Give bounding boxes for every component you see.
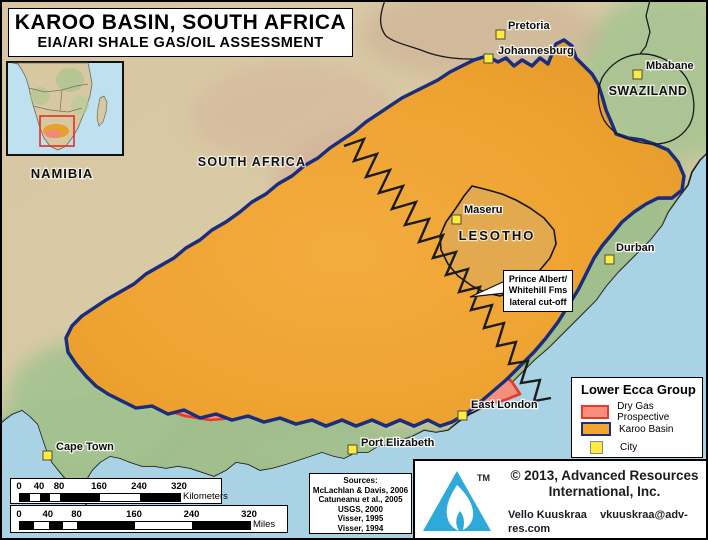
inset-borders [28, 83, 89, 113]
source-line: McLachlan & Davis, 2006 [312, 485, 409, 495]
city-label-durban: Durban [616, 242, 655, 254]
mile-tick: 80 [71, 509, 82, 520]
source-line: Catuneanu et al., 2005 [318, 495, 403, 505]
legend-title: Lower Ecca Group [581, 382, 696, 397]
swaziland-border [597, 53, 695, 145]
legend: Lower Ecca Group Dry Gas Prospective Kar… [571, 377, 703, 458]
title-box: KAROO BASIN, SOUTH AFRICA EIA/ARI SHALE … [8, 8, 353, 57]
sources-box: Sources: McLachlan & Davis, 2006 Catunea… [309, 473, 412, 534]
mile-tick: 240 [183, 509, 200, 520]
legend-item-city: City [581, 441, 637, 454]
inset-dry-gas [45, 130, 61, 138]
city-marker-maseru [451, 214, 462, 225]
attribution-box: TM © 2013, Advanced Resources Internatio… [413, 459, 708, 540]
city-label-mbabane: Mbabane [646, 60, 694, 72]
miles-unit-label: Miles [253, 519, 276, 530]
cities-layer: Pretoria Johannesburg Mbabane Maseru Dur… [42, 19, 695, 461]
label-lesotho: LESOTHO [459, 228, 536, 243]
km-tick: 80 [53, 481, 65, 492]
ari-logo: TM [423, 471, 491, 531]
callout-line3: lateral cut-off [509, 296, 567, 307]
mile-tick: 0 [16, 509, 22, 520]
km-tick: 0 [16, 481, 22, 492]
source-line: Visser, 1995 [337, 514, 384, 524]
contact-name: Keith Moodhe [508, 536, 597, 540]
logo-flame-icon [446, 485, 474, 531]
source-line: Visser, 1994 [337, 523, 384, 533]
mile-tick: 40 [42, 509, 54, 520]
km-bar [19, 493, 181, 502]
city-marker-pretoria [495, 29, 506, 40]
city-marker-johannesburg [483, 53, 494, 64]
city-marker-durban [604, 254, 615, 265]
city-swatch [590, 441, 603, 454]
mile-tick: 320 [241, 509, 257, 520]
city-label-maseru: Maseru [464, 204, 503, 216]
inset-highlight-rect [39, 115, 75, 147]
contact-name: Vello Kuuskraa [508, 509, 587, 521]
city-label-port-elizabeth: Port Elizabeth [361, 437, 435, 449]
sources-heading: Sources: [343, 476, 378, 485]
tm-mark: TM [477, 473, 490, 483]
contact-row: Vello Kuuskraa vkuuskraa@adv-res.com [508, 508, 706, 536]
dry-gas-swatch [581, 405, 610, 419]
label-namibia: NAMIBIA [31, 166, 94, 181]
legend-label: Dry Gas Prospective [617, 401, 670, 423]
legend-item-karoo-basin: Karoo Basin [581, 422, 673, 436]
legend-item-dry-gas: Dry Gas Prospective [581, 401, 702, 423]
city-marker-cape-town [42, 450, 53, 461]
city-marker-east-london [457, 410, 468, 421]
lateral-cutoff-zigzag-line [343, 136, 552, 403]
km-tick: 320 [171, 481, 187, 492]
label-south-africa: SOUTH AFRICA [198, 155, 306, 169]
city-label-east-london: East London [471, 399, 538, 411]
label-swaziland: SWAZILAND [609, 84, 688, 98]
miles-bar [19, 521, 251, 530]
city-label-johannesburg: Johannesburg [498, 45, 574, 57]
km-tick: 160 [91, 481, 107, 492]
cutoff-callout: Prince Albert/ Whitehill Fms lateral cut… [503, 270, 573, 312]
legend-label: City [620, 442, 638, 453]
map-title: KAROO BASIN, SOUTH AFRICA [14, 11, 347, 34]
km-tick: 240 [131, 481, 147, 492]
karoo-basin-swatch [581, 422, 611, 436]
city-marker-port-elizabeth [347, 444, 358, 455]
country-border-mozambique [639, 0, 651, 55]
scalebar-kilometers: 0 40 80 160 240 320 Kilometers [10, 478, 228, 504]
source-line: USGS, 2000 [338, 504, 383, 514]
map-subtitle: EIA/ARI SHALE GAS/OIL ASSESSMENT [37, 35, 324, 51]
city-marker-mbabane [632, 69, 643, 80]
callout-line2: Whitehill Fms [508, 285, 568, 296]
contact-email: vkuuskraa@adv-res.com [508, 509, 688, 535]
copyright-line2: International, Inc. [548, 484, 661, 500]
city-label-cape-town: Cape Town [56, 441, 114, 453]
km-unit-label: Kilometers [183, 491, 228, 502]
km-tick: 40 [33, 481, 45, 492]
country-border-north [379, 0, 484, 60]
copyright-line1: © 2013, Advanced Resources [510, 468, 699, 483]
legend-label: Karoo Basin [619, 423, 674, 435]
inset-locator-map [6, 61, 124, 156]
mile-tick: 160 [126, 509, 142, 520]
city-label-pretoria: Pretoria [508, 20, 550, 32]
contact-row: Keith Moodhe kmoodhe@adv-res.com [508, 536, 706, 540]
callout-line1: Prince Albert/ [508, 274, 568, 284]
scalebar-miles: 0 40 80 160 240 320 Miles [10, 505, 288, 533]
inset-madagascar [96, 95, 108, 127]
